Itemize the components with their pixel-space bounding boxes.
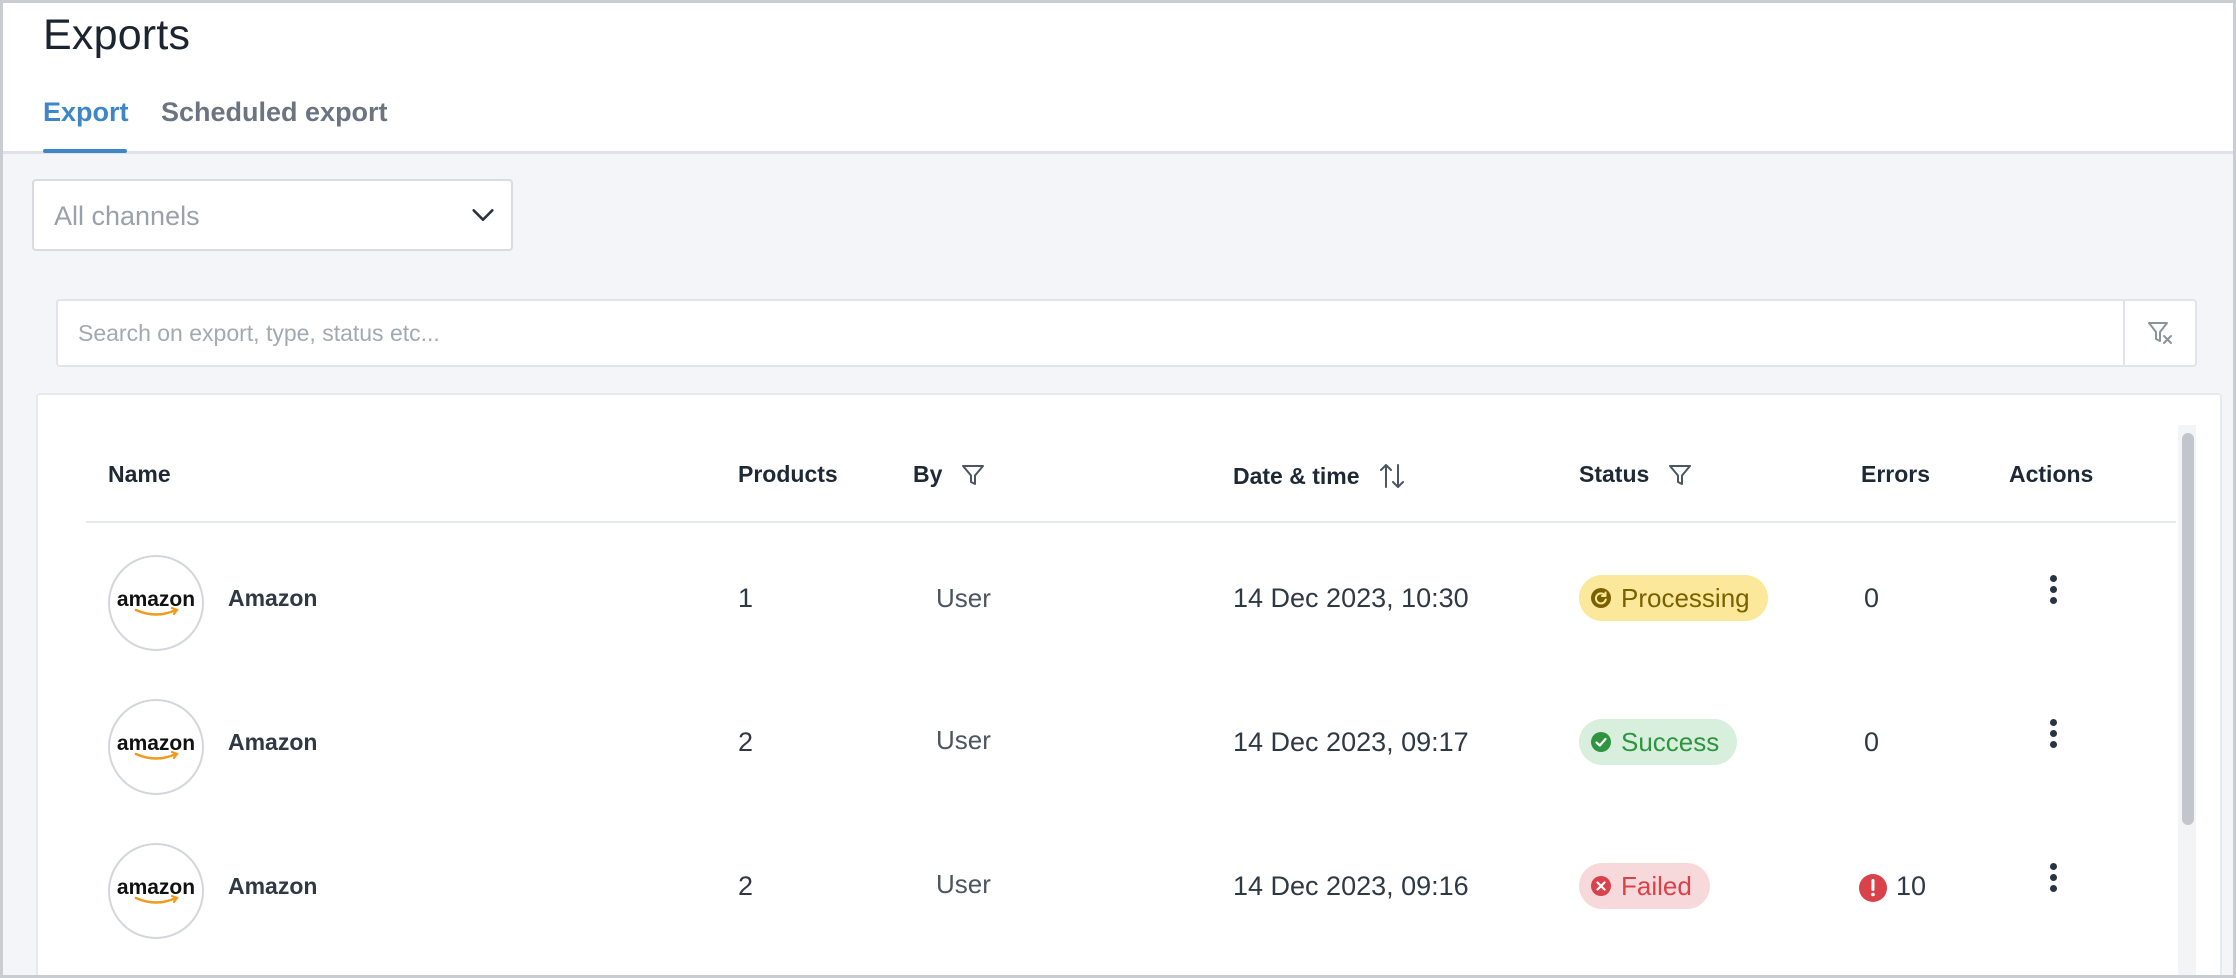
status-badge: Success: [1579, 719, 1738, 765]
products-count: 2: [738, 727, 754, 757]
column-header-status: Status: [1579, 461, 1693, 488]
page-header: Exports Export Scheduled export: [3, 3, 2233, 154]
clear-filter-icon: [2148, 322, 2172, 344]
column-header-date: Date & time: [1233, 461, 1406, 491]
exported-by: User: [936, 583, 991, 613]
export-name: Amazon: [228, 729, 318, 755]
export-datetime: 14 Dec 2023, 10:30: [1233, 583, 1469, 613]
exported-by: User: [936, 869, 991, 899]
column-header-name: Name: [108, 461, 171, 487]
products-count: 1: [738, 583, 754, 613]
processing-icon: [1591, 588, 1611, 608]
tab-scheduled-export[interactable]: Scheduled export: [161, 97, 388, 127]
row-actions-menu-icon[interactable]: [2038, 855, 2068, 899]
products-count: 2: [738, 871, 754, 901]
error-count: 0: [1864, 727, 1880, 757]
channel-select[interactable]: All channels: [32, 179, 513, 251]
check-circle-icon: [1591, 732, 1611, 752]
chevron-down-icon: [472, 209, 494, 221]
sort-icon[interactable]: [1378, 461, 1406, 491]
page-title: Exports: [43, 11, 191, 59]
scrollbar-thumb[interactable]: [2182, 433, 2194, 825]
export-datetime: 14 Dec 2023, 09:17: [1233, 727, 1469, 757]
column-header-products: Products: [738, 461, 838, 487]
amazon-logo: amazon: [108, 699, 204, 795]
amazon-logo: amazon: [108, 555, 204, 651]
filter-icon[interactable]: [960, 462, 986, 488]
table-row[interactable]: amazon Amazon 2 User 14 Dec 2023, 09:16 …: [38, 811, 2178, 955]
export-datetime: 14 Dec 2023, 09:16: [1233, 871, 1469, 901]
export-name: Amazon: [228, 873, 318, 899]
exported-by: User: [936, 725, 991, 755]
svg-text:amazon: amazon: [117, 588, 195, 611]
clear-filter-button[interactable]: [2125, 301, 2195, 365]
active-tab-indicator: [43, 149, 127, 153]
export-name: Amazon: [228, 585, 318, 611]
search-bar: [56, 299, 2197, 367]
table-row[interactable]: amazon Amazon 1 User 14 Dec 2023, 10:30 …: [38, 523, 2178, 667]
svg-text:amazon: amazon: [117, 876, 195, 899]
status-badge: Failed: [1579, 863, 1710, 909]
column-header-actions: Actions: [2009, 461, 2094, 487]
exclamation-circle-icon: [1859, 874, 1887, 902]
table-row[interactable]: amazon Amazon 2 User 14 Dec 2023, 09:17 …: [38, 667, 2178, 811]
svg-text:amazon: amazon: [117, 732, 195, 755]
header-divider: [86, 521, 2176, 523]
error-count: 0: [1864, 583, 1880, 613]
filter-icon[interactable]: [1667, 462, 1693, 488]
status-badge: Processing: [1579, 575, 1768, 621]
search-input[interactable]: [58, 301, 2125, 365]
exports-table: Name Products By Date & time Status Erro…: [36, 393, 2222, 975]
error-count: 10: [1859, 871, 1926, 902]
tab-export[interactable]: Export: [43, 97, 129, 127]
column-header-errors: Errors: [1861, 461, 1931, 487]
row-actions-menu-icon[interactable]: [2038, 711, 2068, 755]
channel-select-value: All channels: [54, 201, 200, 231]
row-actions-menu-icon[interactable]: [2038, 567, 2068, 611]
column-header-by: By: [913, 461, 986, 488]
amazon-logo: amazon: [108, 843, 204, 939]
x-circle-icon: [1591, 876, 1611, 896]
